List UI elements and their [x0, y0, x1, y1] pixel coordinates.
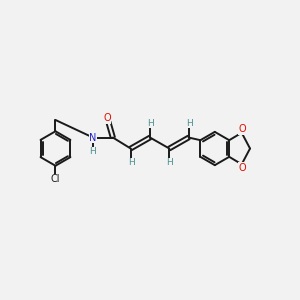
Text: O: O — [103, 113, 111, 124]
Text: O: O — [239, 124, 246, 134]
Text: H: H — [186, 119, 193, 128]
Text: H: H — [167, 158, 173, 167]
Text: O: O — [239, 163, 246, 173]
Text: H: H — [147, 119, 154, 128]
Text: Cl: Cl — [51, 174, 60, 184]
Text: H: H — [128, 158, 135, 167]
Text: H: H — [90, 147, 96, 156]
Text: N: N — [89, 133, 97, 142]
